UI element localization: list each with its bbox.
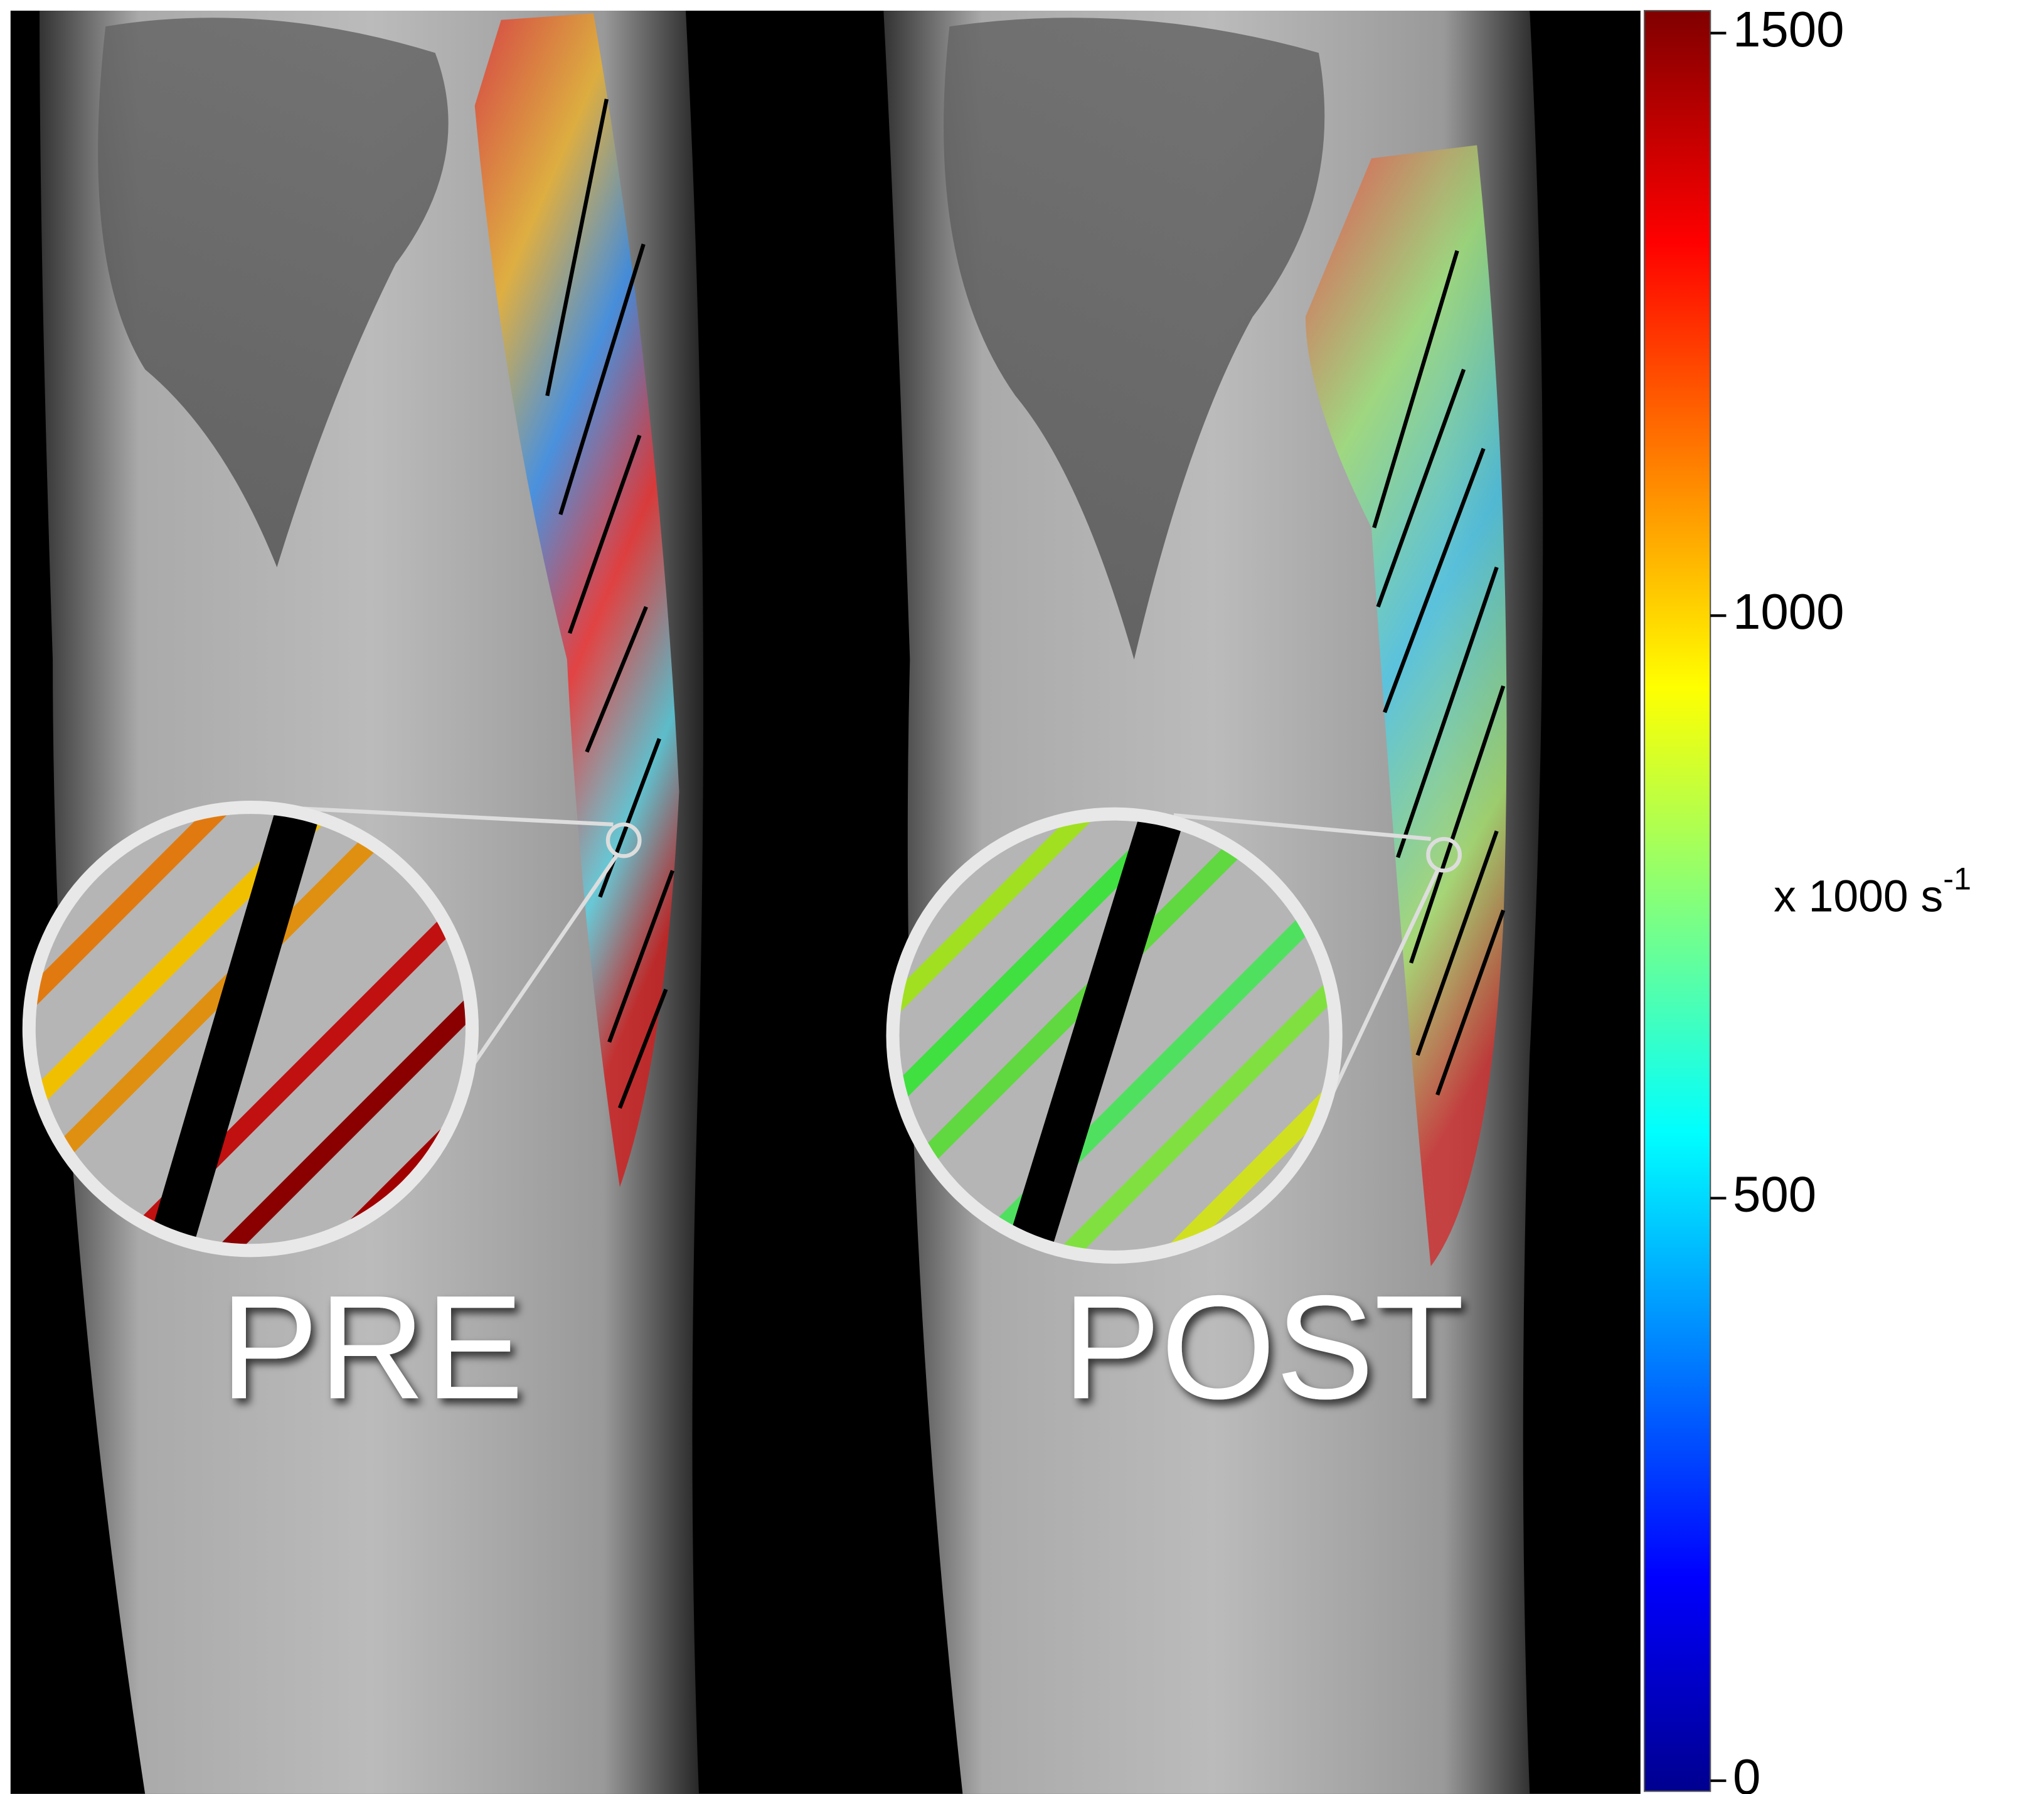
colorbar bbox=[1644, 9, 1711, 1792]
colorbar-exponent: -1 bbox=[1943, 861, 1971, 897]
zoom-inset bbox=[29, 807, 472, 1251]
tick-label: 0 bbox=[1733, 1749, 1760, 1794]
zoom-frame bbox=[22, 801, 479, 1257]
panel-label: PRE bbox=[220, 1264, 524, 1429]
zoom-frame bbox=[886, 807, 1343, 1264]
colorbar-label: x 1000 s-1 bbox=[1774, 861, 1971, 922]
tick-label: 1000 bbox=[1733, 584, 1844, 639]
strain-overlay bbox=[474, 13, 679, 1187]
tick-label: 500 bbox=[1733, 1167, 1816, 1222]
bone bbox=[944, 18, 1325, 660]
fiber-lines bbox=[545, 99, 1506, 1109]
tick-label: 1500 bbox=[1733, 1, 1844, 57]
bone bbox=[98, 18, 449, 568]
strain-overlay bbox=[1305, 145, 1507, 1267]
colorbar-ticks: 0 500 1000 1500 bbox=[1710, 1, 1844, 1794]
colorbar-unit: x 1000 s bbox=[1774, 872, 1943, 922]
zoom-connector bbox=[303, 806, 1462, 1096]
zoom-inset bbox=[893, 814, 1336, 1257]
panel-label: POST bbox=[1062, 1264, 1464, 1429]
